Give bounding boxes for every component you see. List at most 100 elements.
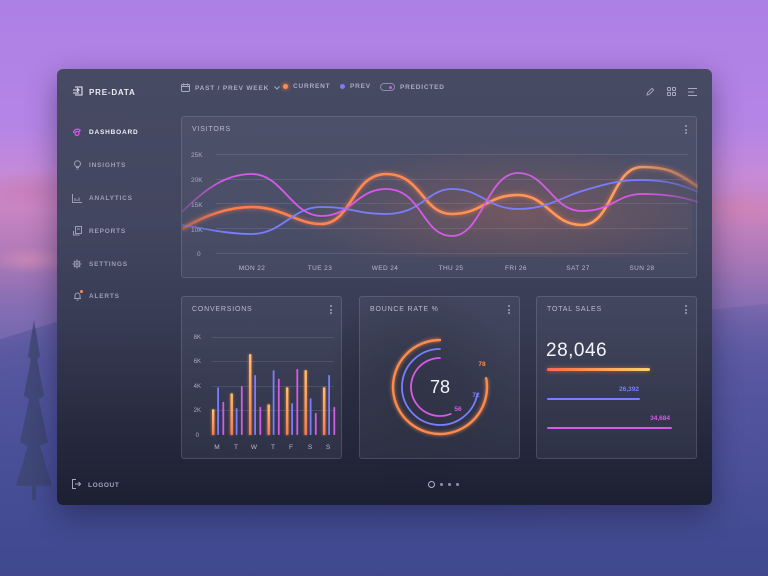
bar-current	[212, 409, 215, 435]
svg-text:FRI 26: FRI 26	[505, 265, 527, 272]
total-sales-value: 28,046	[546, 340, 608, 361]
bar-current	[304, 370, 307, 435]
svg-text:2K: 2K	[194, 408, 201, 414]
y-axis: 25K 20K 15K 10K 0	[191, 152, 203, 258]
menu-lines-icon[interactable]	[688, 83, 698, 101]
more-options-icon[interactable]	[685, 305, 688, 314]
grid-icon[interactable]	[667, 83, 676, 101]
svg-text:F: F	[289, 444, 293, 451]
svg-text:SUN 28: SUN 28	[629, 265, 654, 272]
header-actions	[646, 83, 698, 101]
page-dot-2[interactable]	[440, 483, 443, 486]
legend-prev[interactable]: PREV	[340, 83, 371, 90]
svg-text:10K: 10K	[191, 227, 203, 234]
ring-label-prev: 72	[472, 392, 480, 399]
bounce-rate-title: BOUNCE RATE %	[370, 306, 439, 313]
bar-current	[249, 354, 252, 435]
bar-prev	[291, 403, 293, 435]
bar-chart-icon	[72, 193, 82, 203]
y-axis: 8K 6K 4K 2K 0	[194, 335, 201, 439]
more-options-icon[interactable]	[508, 305, 511, 314]
sidebar-item-settings[interactable]: SETTINGS	[72, 259, 128, 269]
predicted-series-line	[182, 172, 698, 237]
calendar-icon	[181, 83, 190, 94]
total-sales-card: TOTAL SALES 28,046 26,392 34,684	[536, 296, 697, 459]
prev-series-line	[182, 179, 698, 235]
visitors-card: VISITORS 25K 20K 15K 10K 0	[181, 116, 698, 278]
bell-icon	[72, 290, 83, 301]
conversions-title: CONVERSIONS	[192, 306, 253, 313]
sales-bar-prev	[547, 398, 640, 400]
bar-predicted	[259, 406, 262, 435]
visitors-line-chart: 25K 20K 15K 10K 0 MON 22	[182, 147, 698, 272]
svg-text:S: S	[308, 444, 313, 451]
reports-icon	[72, 226, 82, 236]
prev-dot-icon	[340, 84, 345, 89]
more-options-icon[interactable]	[685, 125, 688, 134]
more-options-icon[interactable]	[330, 305, 333, 314]
bar-predicted	[314, 412, 317, 435]
bar-current	[286, 387, 289, 435]
alert-badge	[80, 290, 83, 293]
total-sales-title: TOTAL SALES	[547, 306, 602, 313]
page-dot-4[interactable]	[456, 483, 459, 486]
svg-text:15K: 15K	[191, 202, 203, 209]
pencil-icon[interactable]	[646, 83, 655, 101]
bar-predicted	[240, 386, 243, 435]
page-dot-3[interactable]	[448, 483, 451, 486]
sidebar-item-analytics[interactable]: ANALYTICS	[72, 193, 133, 203]
sidebar-item-insights[interactable]: INSIGHTS	[72, 160, 126, 170]
bar-prev	[328, 374, 330, 435]
svg-text:WED 24: WED 24	[372, 265, 399, 272]
ring-arc	[401, 348, 479, 426]
toggle-switch[interactable]	[380, 83, 395, 91]
svg-text:0: 0	[197, 251, 201, 258]
legend-current[interactable]: CURRENT	[283, 83, 330, 90]
svg-text:T: T	[271, 444, 275, 451]
app-name: PRE-DATA	[89, 87, 136, 97]
svg-text:4K: 4K	[194, 384, 201, 390]
predicted-toggle[interactable]: PREDICTED	[380, 83, 445, 91]
bar-current	[267, 404, 270, 435]
bar-current	[230, 393, 233, 435]
dashboard-window: PRE-DATA PAST / PREV WEEK CURRENT PREV P…	[57, 69, 712, 505]
x-axis: M T W T F S S	[214, 444, 331, 451]
sidebar-item-reports[interactable]: REPORTS	[72, 226, 126, 236]
legend-current-label: CURRENT	[293, 83, 331, 90]
logout-button[interactable]: LOGOUT	[72, 479, 119, 491]
svg-text:M: M	[214, 444, 219, 451]
gear-icon	[72, 259, 82, 269]
lightbulb-icon	[72, 160, 82, 170]
bar-prev	[235, 408, 238, 435]
sidebar-item-label: REPORTS	[89, 227, 127, 235]
sidebar-item-alerts[interactable]: ALERTS	[72, 290, 120, 301]
bounce-rate-card: BOUNCE RATE % 78 78 72 56	[359, 296, 520, 459]
x-axis: MON 22 TUE 23 WED 24 THU 25 FRI 26 SAT 2…	[239, 265, 654, 272]
svg-text:T: T	[234, 444, 238, 451]
svg-text:25K: 25K	[191, 152, 203, 159]
sidebar-item-dashboard[interactable]: DASHBOARD	[72, 127, 138, 137]
ring-arc	[391, 338, 489, 436]
svg-text:S: S	[326, 444, 331, 451]
bar-prev	[309, 398, 312, 435]
date-range-dropdown[interactable]: PAST / PREV WEEK	[181, 83, 280, 94]
chevron-down-icon	[274, 85, 280, 92]
bounce-center-value: 78	[430, 377, 450, 397]
bar-predicted	[222, 401, 225, 435]
page-dot-1[interactable]	[428, 481, 435, 488]
legend-prev-label: PREV	[350, 83, 371, 90]
bar-predicted	[296, 368, 299, 435]
sales-bar-predicted	[547, 427, 672, 429]
svg-text:6K: 6K	[194, 359, 201, 365]
sales-label-prev: 26,392	[619, 386, 639, 393]
ring-arcs	[391, 338, 489, 436]
bar-predicted	[277, 378, 280, 435]
bar-predicted	[333, 406, 336, 435]
app-logo[interactable]: PRE-DATA	[72, 83, 136, 101]
page-indicator	[428, 481, 459, 488]
visitors-title: VISITORS	[192, 126, 231, 133]
bar-prev	[217, 387, 219, 435]
predicted-toggle-label: PREDICTED	[400, 83, 445, 91]
bar-prev	[272, 370, 275, 435]
ring-arc	[410, 357, 452, 417]
